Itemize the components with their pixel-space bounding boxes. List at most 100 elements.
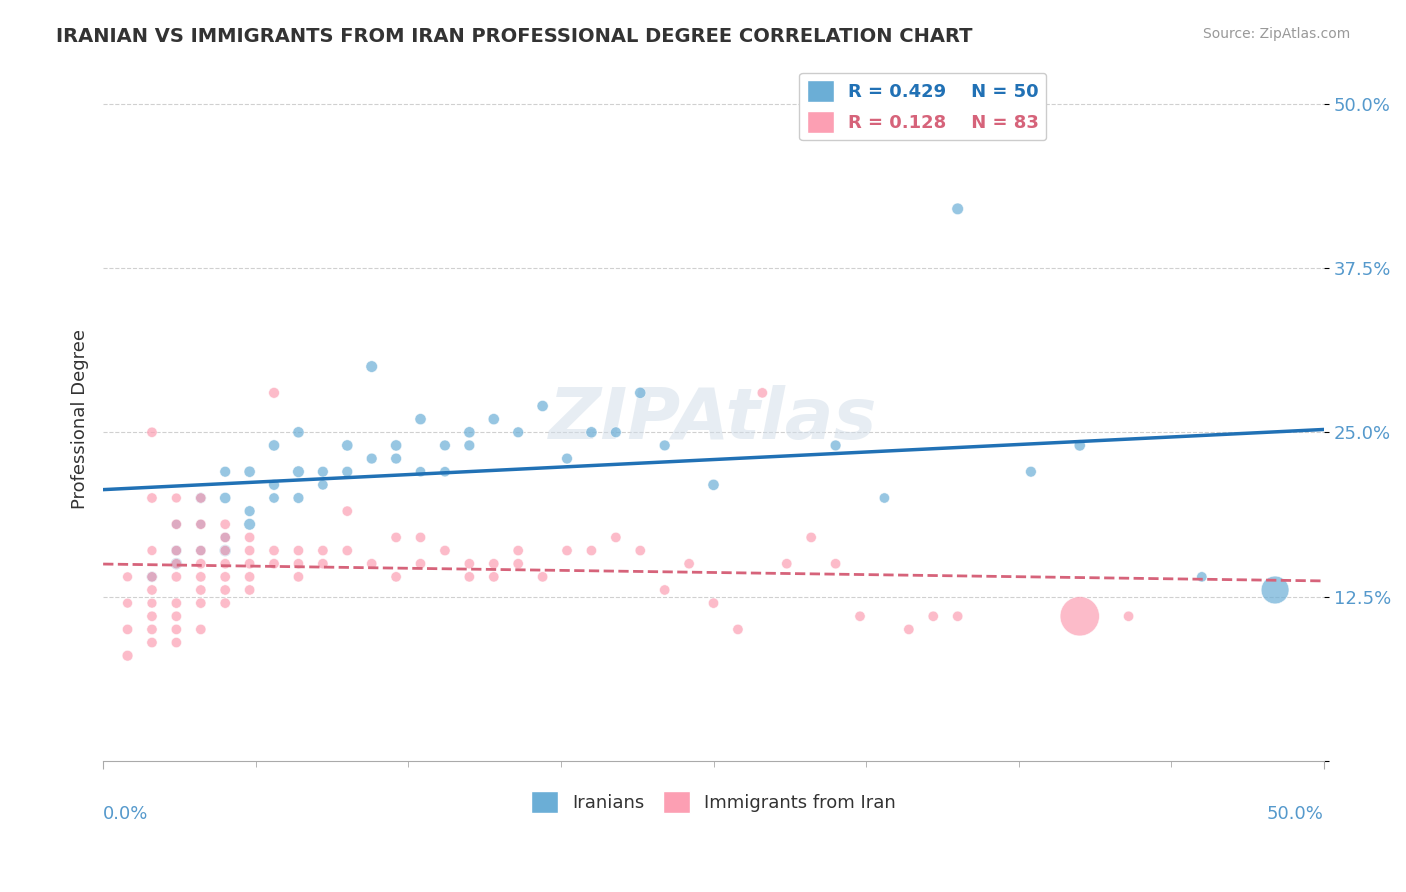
- Point: [190, 570, 212, 584]
- Point: [508, 543, 530, 558]
- Point: [117, 596, 139, 610]
- Point: [239, 582, 262, 597]
- Point: [433, 465, 456, 479]
- Point: [165, 635, 187, 649]
- Point: [508, 557, 530, 571]
- Point: [849, 609, 872, 624]
- Point: [873, 491, 896, 505]
- Point: [385, 570, 408, 584]
- Point: [239, 517, 262, 532]
- Point: [287, 491, 309, 505]
- Point: [458, 557, 481, 571]
- Point: [1118, 609, 1140, 624]
- Point: [897, 623, 920, 637]
- Point: [360, 359, 382, 374]
- Point: [409, 465, 432, 479]
- Point: [190, 623, 212, 637]
- Point: [165, 517, 187, 532]
- Point: [263, 491, 285, 505]
- Point: [1069, 438, 1091, 452]
- Point: [312, 543, 335, 558]
- Point: [239, 504, 262, 518]
- Point: [800, 530, 823, 544]
- Point: [239, 465, 262, 479]
- Point: [263, 478, 285, 492]
- Point: [508, 425, 530, 440]
- Point: [214, 557, 236, 571]
- Point: [360, 451, 382, 466]
- Point: [1069, 609, 1091, 624]
- Point: [117, 570, 139, 584]
- Point: [214, 530, 236, 544]
- Point: [214, 530, 236, 544]
- Point: [190, 596, 212, 610]
- Point: [165, 543, 187, 558]
- Point: [654, 438, 676, 452]
- Point: [555, 451, 578, 466]
- Point: [263, 385, 285, 400]
- Point: [654, 582, 676, 597]
- Point: [214, 465, 236, 479]
- Point: [287, 557, 309, 571]
- Point: [214, 596, 236, 610]
- Point: [360, 557, 382, 571]
- Point: [190, 491, 212, 505]
- Point: [727, 623, 749, 637]
- Point: [531, 570, 554, 584]
- Point: [214, 517, 236, 532]
- Point: [678, 557, 700, 571]
- Point: [482, 557, 505, 571]
- Point: [141, 623, 163, 637]
- Point: [605, 530, 627, 544]
- Point: [190, 517, 212, 532]
- Text: IRANIAN VS IMMIGRANTS FROM IRAN PROFESSIONAL DEGREE CORRELATION CHART: IRANIAN VS IMMIGRANTS FROM IRAN PROFESSI…: [56, 27, 973, 45]
- Point: [458, 425, 481, 440]
- Point: [824, 438, 846, 452]
- Point: [141, 570, 163, 584]
- Point: [433, 543, 456, 558]
- Point: [336, 465, 359, 479]
- Point: [702, 478, 724, 492]
- Y-axis label: Professional Degree: Professional Degree: [72, 329, 89, 509]
- Point: [702, 596, 724, 610]
- Point: [141, 635, 163, 649]
- Point: [287, 425, 309, 440]
- Point: [531, 399, 554, 413]
- Point: [458, 438, 481, 452]
- Legend: Iranians, Immigrants from Iran: Iranians, Immigrants from Iran: [524, 784, 903, 820]
- Point: [922, 609, 945, 624]
- Point: [165, 557, 187, 571]
- Point: [165, 517, 187, 532]
- Point: [117, 648, 139, 663]
- Point: [458, 570, 481, 584]
- Point: [581, 425, 603, 440]
- Point: [141, 596, 163, 610]
- Point: [214, 491, 236, 505]
- Text: ZIPAtlas: ZIPAtlas: [550, 384, 877, 454]
- Point: [776, 557, 799, 571]
- Point: [141, 425, 163, 440]
- Text: Source: ZipAtlas.com: Source: ZipAtlas.com: [1202, 27, 1350, 41]
- Point: [287, 570, 309, 584]
- Point: [214, 543, 236, 558]
- Point: [482, 570, 505, 584]
- Point: [312, 478, 335, 492]
- Point: [312, 465, 335, 479]
- Point: [336, 438, 359, 452]
- Point: [165, 596, 187, 610]
- Point: [239, 570, 262, 584]
- Point: [165, 491, 187, 505]
- Point: [605, 425, 627, 440]
- Point: [409, 530, 432, 544]
- Point: [946, 609, 969, 624]
- Text: 0.0%: 0.0%: [103, 805, 149, 823]
- Point: [190, 491, 212, 505]
- Point: [117, 623, 139, 637]
- Point: [239, 543, 262, 558]
- Point: [336, 543, 359, 558]
- Point: [336, 504, 359, 518]
- Point: [263, 543, 285, 558]
- Text: 50.0%: 50.0%: [1267, 805, 1324, 823]
- Point: [165, 609, 187, 624]
- Point: [165, 557, 187, 571]
